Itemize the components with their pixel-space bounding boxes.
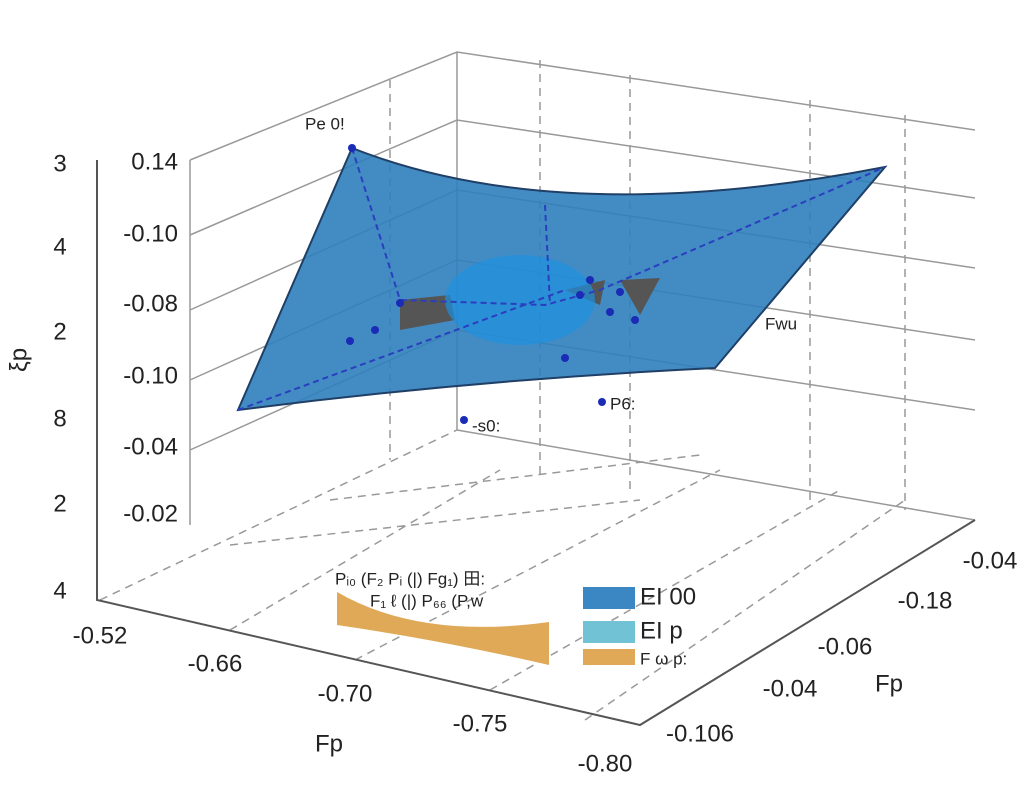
- annotation: Pe 0!: [305, 114, 345, 133]
- x-tick-label: -0.52: [73, 622, 128, 649]
- y-tick-label: -0.18: [898, 587, 953, 614]
- z-tick-label: 2: [53, 318, 66, 345]
- x-tick-label: -0.75: [453, 710, 508, 737]
- y-tick-label: -0.04: [963, 547, 1018, 574]
- z-tick-label: -0.08: [123, 290, 178, 317]
- y-tick-label: -0.06: [818, 633, 873, 660]
- surface: [236, 144, 888, 424]
- z-tick-label: 4: [53, 577, 66, 604]
- legend-swatch: [583, 621, 635, 643]
- annotation: -s0:: [472, 416, 500, 435]
- legend-swatch: [583, 587, 635, 609]
- y-axis-label: Fp: [875, 670, 903, 697]
- inset-area: [337, 592, 549, 665]
- z-tick-label: 2: [53, 490, 66, 517]
- y-tick-label: -0.106: [666, 720, 734, 747]
- z-tick-label: 8: [53, 405, 66, 432]
- legend-label: F ω p:: [640, 649, 687, 668]
- x-tick-label: -0.70: [318, 680, 373, 707]
- z-tick-label: -0.04: [123, 433, 178, 460]
- z-tick-label: 4: [53, 233, 66, 260]
- legend-label: EI p: [640, 617, 683, 644]
- y-tick-label: -0.04: [763, 675, 818, 702]
- y-tick-label: -0.80: [578, 750, 633, 777]
- x-tick-label: -0.66: [188, 650, 243, 677]
- inset-text: Pᵢ₀ (F₂ Pᵢ (|) Fg₁) 田:: [335, 569, 485, 588]
- annotation: P6:: [610, 394, 636, 413]
- z-tick-label: 3: [53, 150, 66, 177]
- inset-text: F₁ ℓ (|) P₆₆ (P,w: [370, 591, 484, 610]
- z-tick-label: -0.10: [123, 220, 178, 247]
- z-tick-label: 0.14: [131, 148, 178, 175]
- z-tick-label: -0.02: [123, 500, 178, 527]
- legend-label: EI 00: [640, 583, 696, 610]
- z-axis-label: ξp: [5, 348, 32, 372]
- annotation: Fwu: [765, 314, 797, 333]
- x-axis-label: Fp: [315, 730, 343, 757]
- legend-swatch: [583, 649, 635, 665]
- z-tick-label: -0.10: [123, 362, 178, 389]
